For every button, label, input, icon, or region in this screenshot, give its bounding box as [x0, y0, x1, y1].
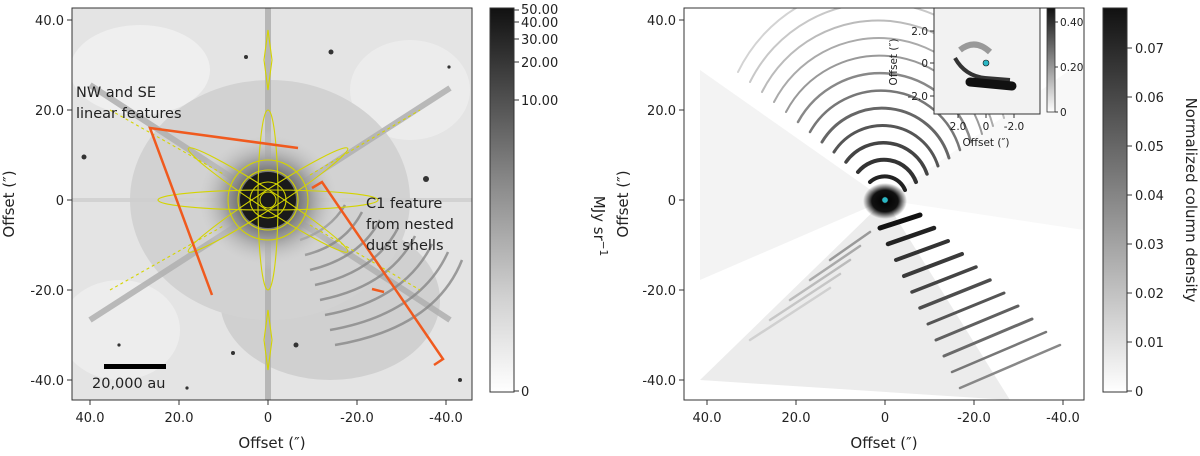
left-ytick: 40.0	[35, 14, 64, 29]
annotation-c1-3: dust shells	[366, 238, 444, 254]
inset-xtick: 2.0	[950, 121, 967, 133]
left-xtick: 40.0	[76, 411, 105, 426]
left-ytick: 0	[56, 194, 64, 209]
inset-cbar-tick: 0.40	[1060, 17, 1083, 29]
right-cbar-tick: 0.07	[1135, 42, 1164, 57]
background-stars	[81, 49, 462, 390]
right-xtick: -40.0	[1046, 411, 1080, 426]
right-panel: 40.0 20.0 0 -20.0 -40.0 40.0 20.0 0 -20.…	[614, 7, 1200, 452]
star-marker	[881, 196, 889, 204]
left-ytick: -20.0	[30, 284, 64, 299]
scale-bar-label: 20,000 au	[92, 376, 165, 392]
intensity-contours	[109, 29, 421, 371]
left-cbar-tick: 40.00	[521, 16, 558, 31]
right-ytick: -20.0	[642, 284, 676, 299]
right-plot-frame	[683, 7, 1085, 401]
right-cbar-tick: 0.05	[1135, 140, 1164, 155]
scale-bar	[104, 364, 166, 369]
left-colorbar: 50.00 40.00 30.00 20.00 10.00 0 MJy sr−1	[489, 3, 609, 400]
annotation-lines	[148, 126, 445, 367]
annotation-c1-1: C1 feature	[366, 196, 442, 212]
inset-ytick: -2.0	[908, 91, 929, 103]
left-ytick: 20.0	[35, 104, 64, 119]
left-cbar-tick: 30.00	[521, 33, 558, 48]
left-ylabel: Offset (″)	[0, 170, 18, 237]
inset-cbar-tick: 0	[1060, 107, 1067, 119]
inset-xtick: -2.0	[1004, 121, 1025, 133]
left-panel: NW and SE linear features C1 feature fro…	[0, 3, 609, 452]
right-ytick: -40.0	[642, 374, 676, 389]
annotation-linear-features-2: linear features	[76, 106, 182, 122]
right-xtick: 20.0	[782, 411, 811, 426]
left-xtick: 0	[264, 411, 272, 426]
left-xtick: -20.0	[340, 411, 374, 426]
right-cbar-tick: 0.02	[1135, 287, 1164, 302]
left-cbar-label: MJy sr−1	[590, 196, 609, 256]
left-plot-frame	[71, 7, 473, 401]
right-xtick: -20.0	[957, 411, 991, 426]
inset-cbar-tick: 0.20	[1060, 62, 1083, 74]
annotation-c1-2: from nested	[366, 217, 454, 233]
right-cbar-tick: 0.01	[1135, 336, 1164, 351]
left-cbar-tick: 20.00	[521, 56, 558, 71]
left-image	[72, 8, 472, 400]
right-cbar-tick: 0.06	[1135, 91, 1164, 106]
right-ylabel: Offset (″)	[614, 170, 632, 237]
right-colorbar: 0.07 0.06 0.05 0.04 0.03 0.02 0.01 0 Nor…	[1102, 7, 1200, 400]
right-xlabel: Offset (″)	[850, 434, 917, 452]
inset-ytick: 0	[921, 58, 928, 70]
right-ytick: 40.0	[647, 14, 676, 29]
left-xlabel: Offset (″)	[238, 434, 305, 452]
right-cbar-tick: 0.04	[1135, 189, 1164, 204]
left-cbar-tick: 0	[521, 385, 529, 400]
right-cbar-label: Normalized column density	[1182, 98, 1200, 303]
inset-xlabel: Offset (″)	[963, 137, 1010, 149]
right-ytick: 0	[668, 194, 676, 209]
right-cbar-tick: 0	[1135, 385, 1143, 400]
annotation-linear-features-1: NW and SE	[76, 85, 156, 101]
left-ytick: -40.0	[30, 374, 64, 389]
inset: 2.0 0 -2.0 2.0 0 -2.0 Offset (″) Offset …	[888, 7, 1083, 149]
inset-ylabel: Offset (″)	[888, 39, 900, 86]
left-xtick: 20.0	[165, 411, 194, 426]
inset-ytick: 2.0	[911, 26, 928, 38]
inset-xtick: 0	[983, 121, 990, 133]
right-cbar-tick: 0.03	[1135, 238, 1164, 253]
right-ytick: 20.0	[647, 104, 676, 119]
simulated-shells-lower	[748, 212, 1062, 390]
right-xtick: 0	[881, 411, 889, 426]
left-cbar-tick: 50.00	[521, 3, 558, 18]
right-xtick: 40.0	[693, 411, 722, 426]
left-cbar-tick: 10.00	[521, 94, 558, 109]
left-xtick: -40.0	[429, 411, 463, 426]
